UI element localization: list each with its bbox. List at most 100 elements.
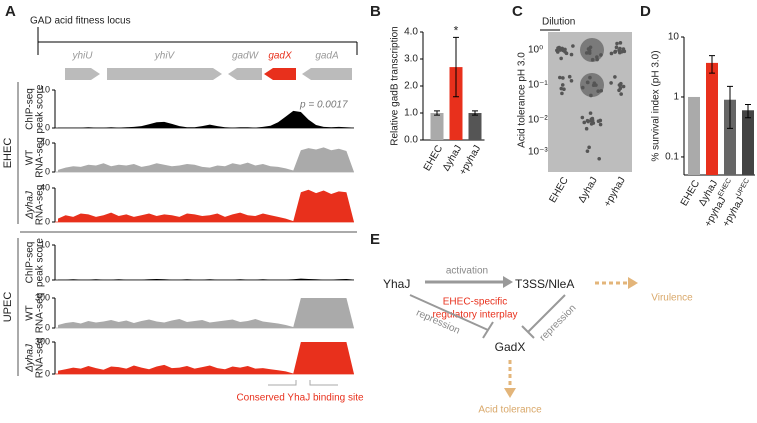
bar	[706, 62, 718, 175]
y-tick-label: 3.0	[404, 54, 418, 65]
colony	[560, 83, 565, 87]
colony	[562, 87, 566, 92]
arrow-head	[628, 277, 638, 289]
bar	[742, 110, 754, 175]
dilution-title: Dilution	[542, 17, 575, 28]
binding-site-label: Conserved YhaJ binding site	[236, 393, 364, 404]
gene-arrow	[107, 68, 222, 80]
colony	[619, 92, 623, 96]
colony	[580, 115, 585, 120]
y-tick-label: 2.0	[404, 81, 418, 92]
colony	[613, 75, 617, 79]
y-tick-label: 300	[35, 292, 50, 302]
y-tick-label: 0	[45, 322, 50, 332]
bar	[724, 99, 736, 175]
dilution-label: 10⁻³	[528, 147, 548, 158]
y-tick-label: 1.0	[404, 108, 418, 119]
y-axis-label: Acid tolerance pH 3.0	[517, 52, 528, 148]
note: regulatory interplay	[432, 310, 517, 321]
y-tick-label: 0.0	[404, 135, 418, 146]
colony	[589, 93, 593, 98]
colony	[621, 84, 626, 89]
dilution-label: 10⁰	[528, 45, 543, 56]
colony	[585, 149, 590, 153]
colony	[559, 56, 563, 61]
y-tick-label: 0	[45, 368, 50, 378]
y-axis-label: % survival index (pH 3.0)	[651, 50, 662, 161]
x-tick-label: +pyhaJ	[602, 175, 628, 209]
gene-name: yhiU	[71, 51, 93, 62]
edge-label: activation	[446, 266, 488, 277]
track-label: ΔyhaJ	[25, 343, 36, 373]
y-tick-label: 1	[673, 92, 679, 103]
y-tick-label: 0.1	[665, 152, 679, 163]
colony	[584, 51, 589, 55]
colony	[591, 121, 596, 125]
colony	[598, 122, 603, 127]
group-label: EHEC	[2, 138, 14, 169]
arrow-head	[504, 388, 516, 398]
y-tick-label: 40	[40, 137, 50, 147]
category-superscript: UPEC	[736, 178, 752, 198]
colony	[585, 80, 590, 85]
bar	[468, 113, 482, 140]
colony	[618, 41, 623, 45]
track-label: ΔyhaJ	[25, 190, 36, 220]
bar	[449, 67, 463, 140]
colony	[609, 51, 614, 56]
colony	[596, 119, 601, 124]
coverage-area	[58, 298, 354, 328]
edge-label: repression	[538, 303, 579, 344]
track-label: RNA-seq	[35, 293, 46, 334]
locus-bracket	[37, 27, 358, 55]
track-label: ChIP-seq	[25, 88, 36, 130]
error-bar	[709, 55, 715, 74]
error-bar	[472, 110, 478, 116]
track-label: peak score	[35, 238, 46, 287]
coverage-area	[58, 189, 354, 222]
category-superscript: EHEC	[718, 178, 734, 198]
repression-edge	[409, 294, 494, 339]
error-bar	[727, 85, 733, 129]
y-axis-label: Relative gadB transcription	[390, 26, 401, 146]
panel-label: A	[5, 3, 16, 20]
colony	[584, 126, 589, 131]
track-label: peak score	[35, 84, 46, 133]
bar	[688, 96, 700, 175]
gene-arrow	[65, 68, 100, 80]
colony	[587, 48, 592, 53]
colony	[588, 75, 592, 80]
colony	[580, 85, 585, 90]
error-bar	[453, 36, 459, 98]
bar	[430, 113, 444, 140]
coverage-area	[58, 147, 354, 172]
colony	[617, 83, 622, 87]
colony	[615, 41, 619, 46]
panel-label: E	[370, 231, 380, 248]
colony	[618, 86, 623, 91]
colony	[613, 49, 618, 54]
gene-name: gadW	[232, 51, 260, 62]
repression-edge	[521, 294, 566, 339]
colony	[555, 50, 560, 54]
colony	[591, 83, 596, 88]
x-tick-label: ΔyhaJ	[576, 175, 599, 205]
y-tick-label: 0	[45, 274, 50, 284]
panel-label: B	[370, 3, 381, 20]
node: T3SS/NleA	[515, 277, 574, 291]
colony	[609, 81, 613, 85]
binding-site-bracket	[268, 380, 338, 386]
gene-arrow	[302, 68, 352, 80]
colony	[569, 52, 574, 57]
dilution-label: 10⁻²	[528, 115, 548, 126]
y-tick-label: 10	[668, 32, 680, 43]
panel-label: D	[640, 3, 651, 20]
coverage-area	[58, 110, 354, 128]
gene-arrow	[264, 68, 296, 80]
dilution-label: 10⁻¹	[528, 80, 548, 91]
colony	[586, 119, 590, 124]
colony	[621, 47, 626, 51]
y-tick-label: 0	[45, 166, 50, 176]
y-tick-label: 40	[40, 182, 50, 192]
